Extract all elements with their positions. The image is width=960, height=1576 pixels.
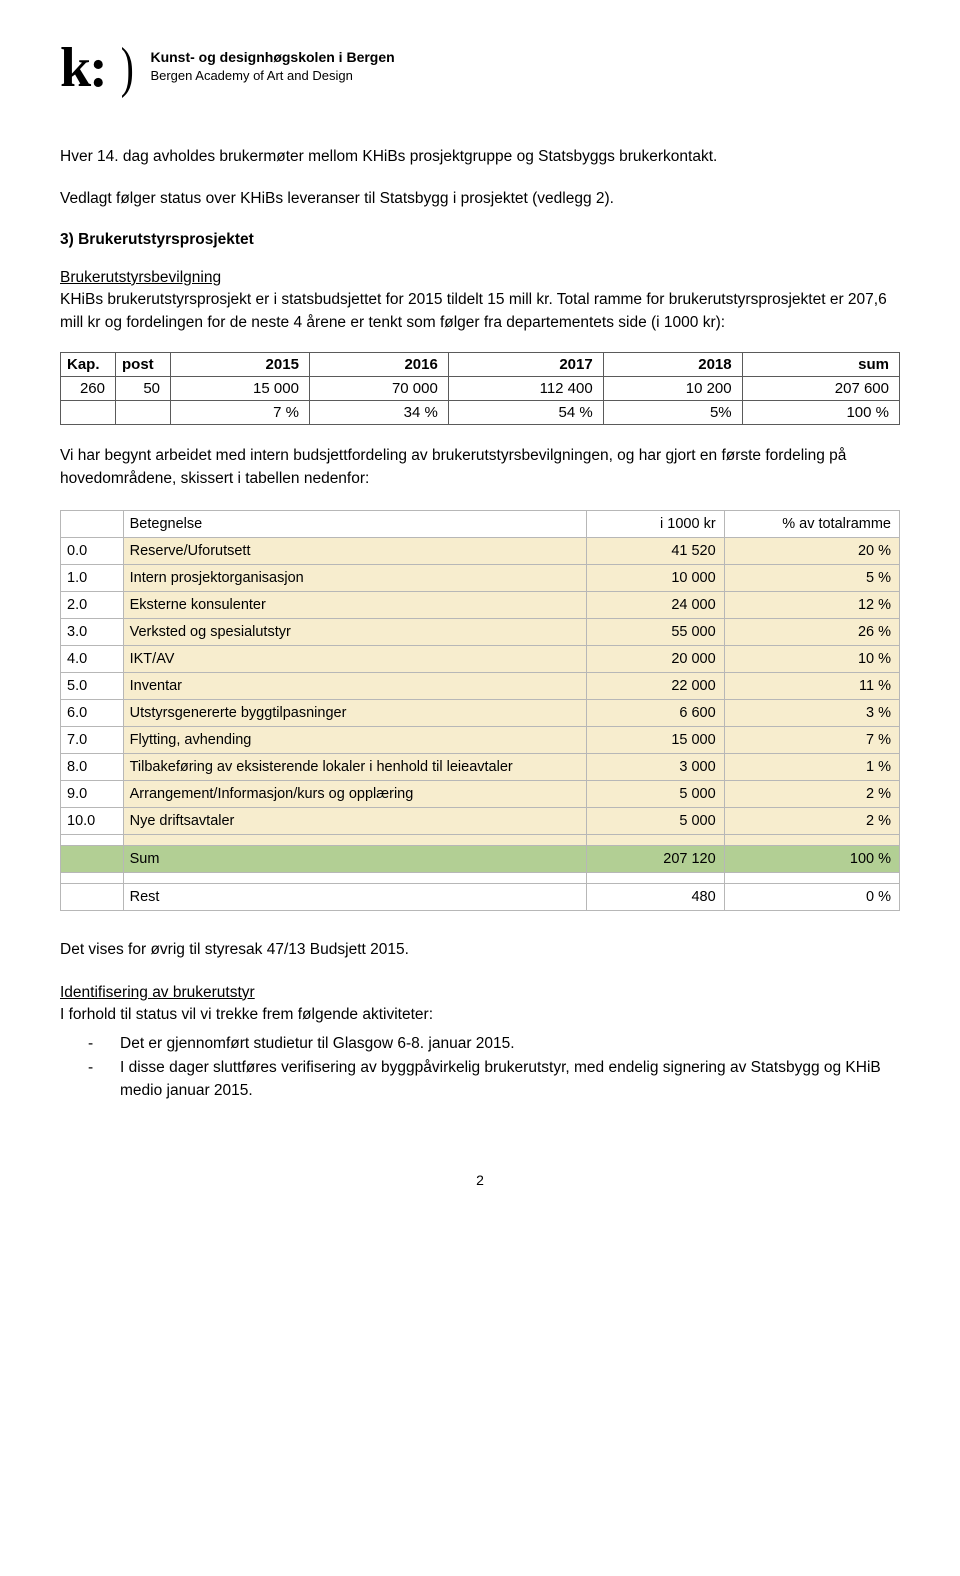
table-row: 9.0Arrangement/Informasjon/kurs og opplæ… bbox=[61, 781, 900, 808]
table-row: 4.0IKT/AV20 00010 % bbox=[61, 646, 900, 673]
table-row: 0.0Reserve/Uforutsett41 52020 % bbox=[61, 538, 900, 565]
subheading-identifisering: Identifisering av brukerutstyr bbox=[60, 984, 255, 1001]
t1-h-2015: 2015 bbox=[171, 353, 310, 377]
logo-k: k: bbox=[60, 40, 106, 96]
table-row: 3.0Verksted og spesialutstyr55 00026 % bbox=[61, 619, 900, 646]
logo-paren: ) bbox=[121, 40, 134, 96]
document-header: k: ) Kunst- og designhøgskolen i Bergen … bbox=[60, 40, 900, 96]
table-row: 2.0Eksterne konsulenter24 00012 % bbox=[61, 592, 900, 619]
table-row: 7.0Flytting, avhending15 0007 % bbox=[61, 727, 900, 754]
t2-h-pct: % av totalramme bbox=[724, 511, 899, 538]
paragraph-6: I forhold til status vil vi trekke frem … bbox=[60, 1006, 433, 1023]
budget-years-table: Kap. post 2015 2016 2017 2018 sum 260 50… bbox=[60, 352, 900, 425]
paragraph-3: KHiBs brukerutstyrsprosjekt er i statsbu… bbox=[60, 291, 887, 330]
page-number: 2 bbox=[60, 1172, 900, 1188]
t1-h-2016: 2016 bbox=[309, 353, 448, 377]
t1-h-post: post bbox=[116, 353, 171, 377]
activity-list: Det er gjennomført studietur til Glasgow… bbox=[60, 1033, 900, 1102]
table-row: 6.0Utstyrsgenererte byggtilpasninger6 60… bbox=[61, 700, 900, 727]
t2-h-1000kr: i 1000 kr bbox=[586, 511, 724, 538]
t2-h-betegnelse: Betegnelse bbox=[123, 511, 586, 538]
subheading-bevilgning: Brukerutstyrsbevilgning bbox=[60, 269, 221, 286]
table-row: 8.0Tilbakeføring av eksisterende lokaler… bbox=[61, 754, 900, 781]
t1-h-2017: 2017 bbox=[448, 353, 603, 377]
list-item: I disse dager sluttføres verifisering av… bbox=[120, 1057, 900, 1102]
allocation-table: Betegnelse i 1000 kr % av totalramme 0.0… bbox=[60, 510, 900, 911]
t2-h-blank bbox=[61, 511, 124, 538]
table-row: 1.0Intern prosjektorganisasjon10 0005 % bbox=[61, 565, 900, 592]
t1-h-sum: sum bbox=[742, 353, 899, 377]
paragraph-1: Hver 14. dag avholdes brukermøter mellom… bbox=[60, 146, 900, 168]
table-row: 7 % 34 % 54 % 5% 100 % bbox=[61, 401, 900, 425]
table-row: 5.0Inventar22 00011 % bbox=[61, 673, 900, 700]
t1-h-2018: 2018 bbox=[603, 353, 742, 377]
paragraph-4: Vi har begynt arbeidet med intern budsje… bbox=[60, 445, 900, 490]
section-3-heading: 3) Brukerutstyrsprosjektet bbox=[60, 231, 900, 249]
table-row: 10.0Nye driftsavtaler5 0002 % bbox=[61, 808, 900, 835]
sum-row: Sum 207 120 100 % bbox=[61, 846, 900, 873]
t1-h-kap: Kap. bbox=[61, 353, 116, 377]
paragraph-5: Det vises for øvrig til styresak 47/13 B… bbox=[60, 939, 900, 961]
list-item: Det er gjennomført studietur til Glasgow… bbox=[120, 1033, 900, 1055]
rest-row: Rest 480 0 % bbox=[61, 884, 900, 911]
table-row: 260 50 15 000 70 000 112 400 10 200 207 … bbox=[61, 377, 900, 401]
org-name-no: Kunst- og designhøgskolen i Bergen bbox=[150, 48, 394, 67]
org-name-en: Bergen Academy of Art and Design bbox=[150, 67, 394, 85]
paragraph-2: Vedlagt følger status over KHiBs leveran… bbox=[60, 188, 900, 210]
